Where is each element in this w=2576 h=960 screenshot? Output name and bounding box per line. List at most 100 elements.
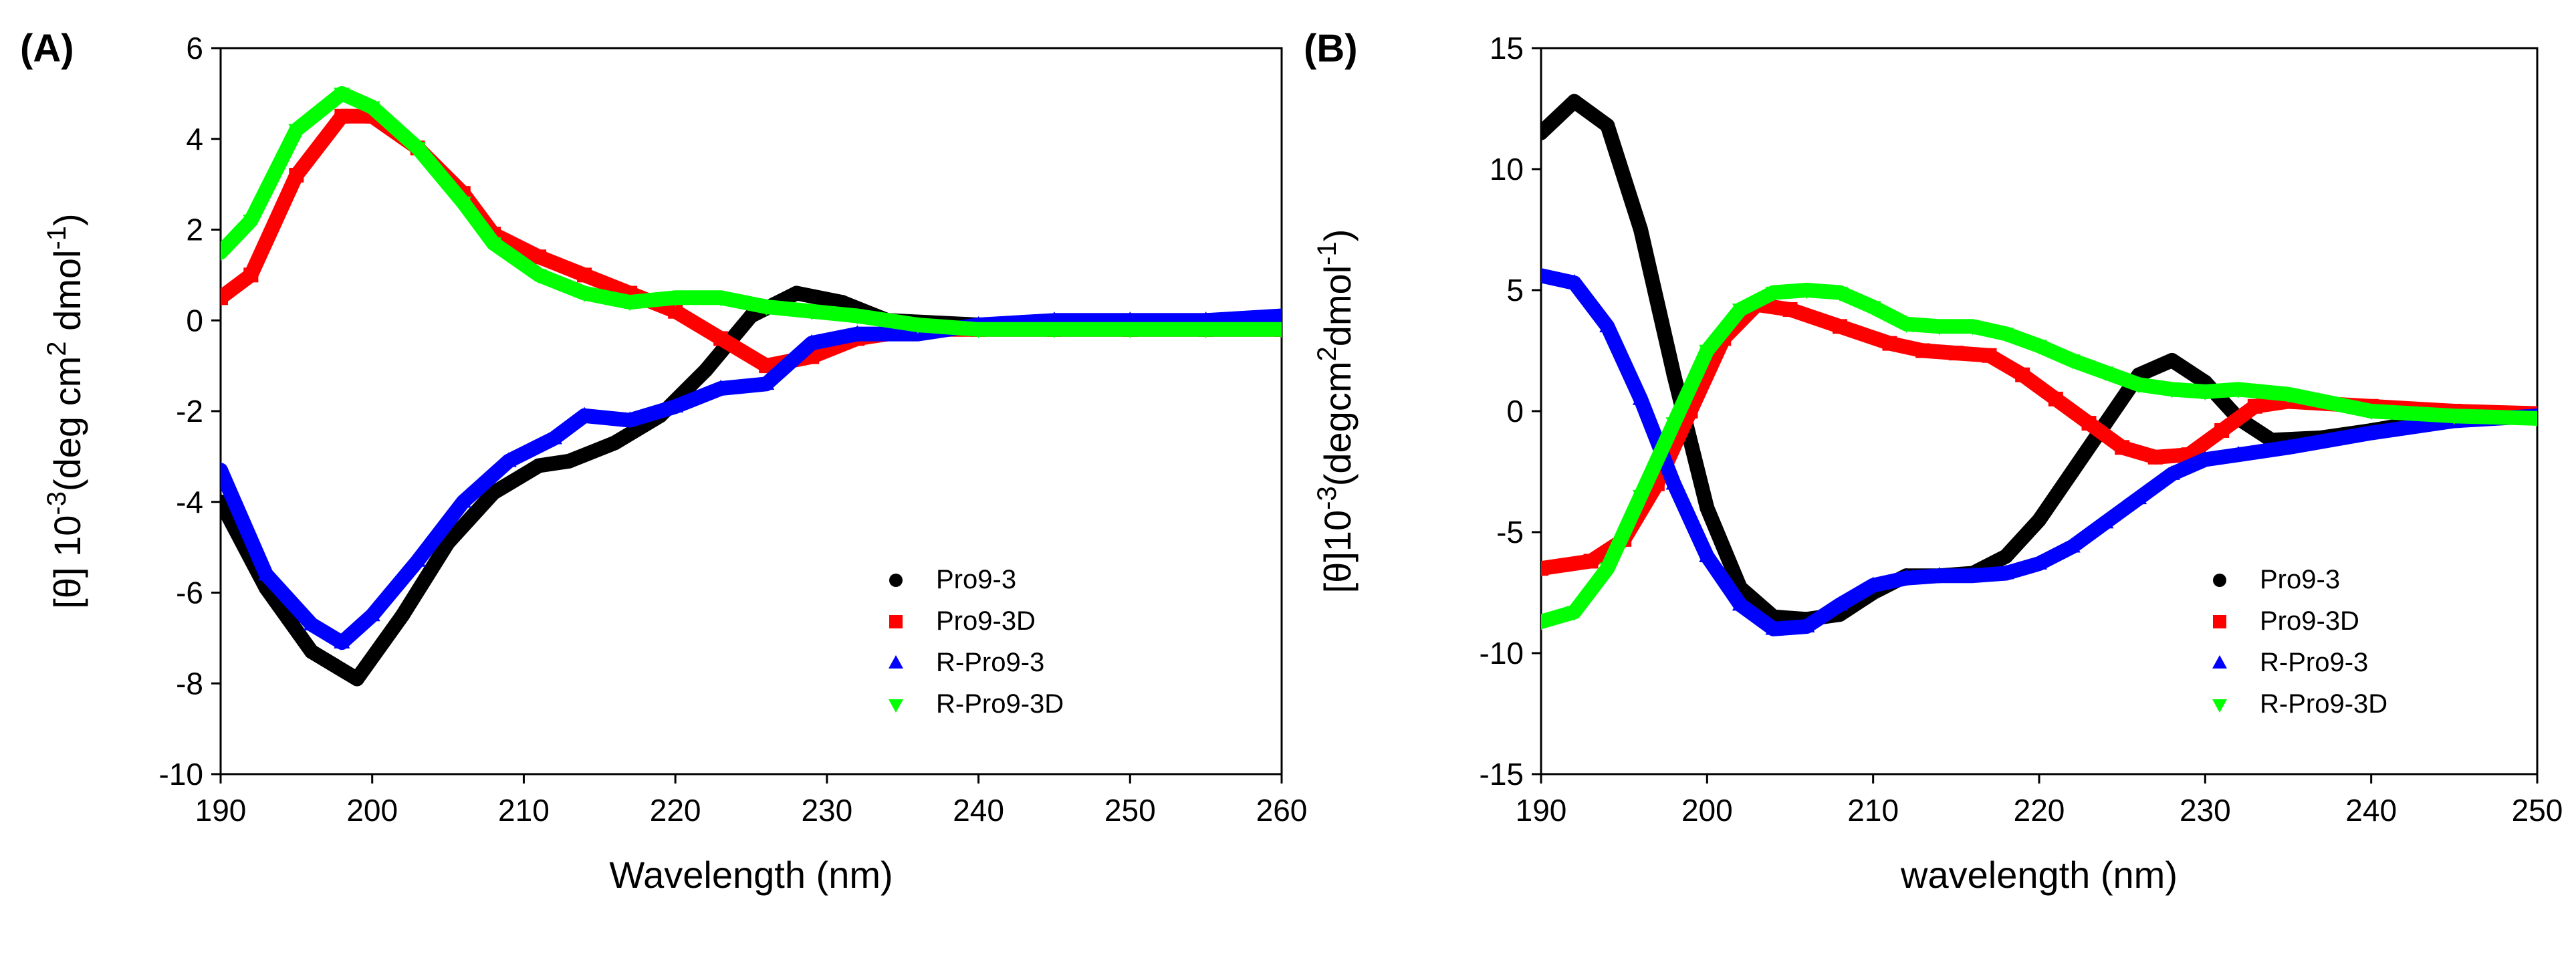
data-point bbox=[667, 398, 684, 413]
data-point bbox=[2065, 464, 2080, 479]
data-point bbox=[288, 124, 305, 139]
data-point bbox=[607, 435, 622, 451]
data-point bbox=[1632, 390, 1649, 405]
data-point bbox=[1998, 564, 2014, 580]
legend-marker-pro9-3 bbox=[889, 574, 903, 587]
legend-label-r-pro9-3d: R-Pro9-3D bbox=[936, 689, 1064, 719]
series-line-pro9-3 bbox=[1541, 94, 2537, 627]
x-tick-label: 190 bbox=[195, 793, 247, 828]
data-point bbox=[2081, 416, 2097, 431]
series-r-pro9-3 bbox=[1541, 267, 2537, 636]
data-point bbox=[2030, 554, 2048, 570]
y-tick-label: 4 bbox=[186, 122, 203, 156]
data-point bbox=[1948, 346, 1964, 361]
data-point bbox=[713, 379, 729, 394]
legend-label-r-pro9-3d: R-Pro9-3D bbox=[2260, 689, 2387, 719]
data-point bbox=[713, 291, 729, 307]
y-axis-title: [θ]10-3(degcm2dmol-1) bbox=[1312, 229, 1359, 594]
y-axis-title: [θ] 10-3(deg cm2 dmol-1) bbox=[42, 213, 88, 608]
data-point bbox=[2115, 440, 2130, 455]
legend-marker-pro9-3d bbox=[2213, 615, 2226, 628]
data-point bbox=[1831, 596, 1849, 611]
data-point bbox=[1600, 118, 1615, 133]
data-point bbox=[1732, 304, 1749, 319]
data-point bbox=[2214, 423, 2230, 438]
x-tick-label: 260 bbox=[1256, 793, 1308, 828]
x-tick-label: 200 bbox=[1681, 793, 1733, 828]
data-point bbox=[577, 267, 592, 283]
data-point bbox=[1122, 324, 1139, 339]
x-tick-label: 210 bbox=[1847, 793, 1899, 828]
data-point bbox=[1898, 318, 1915, 333]
data-point bbox=[1583, 554, 1599, 569]
y-tick-label: -8 bbox=[176, 666, 203, 701]
data-point bbox=[532, 458, 547, 473]
series-pro9-3d bbox=[1541, 297, 2537, 576]
data-point bbox=[1273, 307, 1282, 322]
legend: Pro9-3 Pro9-3D R-Pro9-3 R-Pro9-3D bbox=[2212, 565, 2387, 719]
data-point bbox=[668, 304, 683, 319]
y-tick-label: -5 bbox=[1496, 515, 1524, 550]
legend-label-pro9-3: Pro9-3 bbox=[936, 565, 1016, 594]
y-tick-label: -10 bbox=[1480, 636, 1524, 671]
series-pro9-3 bbox=[1541, 94, 2537, 627]
data-point bbox=[1898, 569, 1915, 584]
data-point bbox=[1665, 475, 1682, 490]
data-point bbox=[221, 461, 229, 477]
data-point bbox=[486, 485, 501, 501]
data-point bbox=[1798, 284, 1815, 299]
data-point bbox=[1998, 328, 2014, 343]
data-point bbox=[2280, 439, 2297, 454]
data-point bbox=[334, 108, 350, 124]
data-point bbox=[2363, 424, 2379, 439]
legend: Pro9-3 Pro9-3D R-Pro9-3 R-Pro9-3D bbox=[889, 565, 1064, 719]
series-line-r-pro9-3d bbox=[1541, 283, 2537, 629]
data-point bbox=[2529, 412, 2537, 428]
legend-marker-pro9-3d bbox=[889, 615, 903, 628]
data-point bbox=[1931, 320, 1948, 336]
data-point bbox=[759, 358, 774, 374]
data-point bbox=[909, 319, 926, 334]
data-point bbox=[849, 325, 866, 340]
data-point bbox=[2363, 405, 2379, 421]
data-point bbox=[789, 285, 804, 301]
legend-label-r-pro9-3: R-Pro9-3 bbox=[936, 648, 1044, 677]
data-point bbox=[485, 237, 502, 253]
data-point bbox=[2163, 383, 2180, 398]
data-point bbox=[698, 362, 713, 378]
data-point bbox=[1665, 417, 1682, 433]
plot-frame bbox=[219, 47, 1283, 775]
x-tick-label: 240 bbox=[2345, 793, 2397, 828]
data-point bbox=[1633, 222, 1648, 237]
data-point bbox=[500, 452, 517, 467]
data-point bbox=[2032, 512, 2046, 527]
x-tick-label: 230 bbox=[801, 793, 852, 828]
x-tick-label: 240 bbox=[953, 793, 1004, 828]
legend-marker-r-pro9-3d bbox=[889, 699, 903, 713]
x-tick-label: 220 bbox=[2014, 793, 2065, 828]
data-point bbox=[1273, 324, 1282, 339]
data-point bbox=[743, 308, 759, 324]
data-point bbox=[409, 142, 426, 157]
data-point bbox=[1865, 301, 1881, 316]
data-point bbox=[1046, 324, 1063, 339]
data-point bbox=[622, 411, 638, 427]
data-point bbox=[257, 566, 275, 581]
y-tick-label: 2 bbox=[186, 213, 203, 247]
data-point bbox=[1998, 549, 2014, 564]
series-pro9-3 bbox=[221, 285, 1282, 687]
x-axis-title: wavelength (nm) bbox=[1900, 854, 2178, 896]
series-line-r-pro9-3 bbox=[1541, 268, 2537, 636]
panel-a: 190 200 210 220 230 240 250 260 -10 -8 -6 -4 -2 0 2 4 6 (… bbox=[20, 27, 1307, 896]
data-point bbox=[758, 375, 775, 390]
data-point bbox=[2130, 378, 2147, 394]
data-point bbox=[667, 291, 684, 307]
data-point bbox=[2230, 445, 2247, 461]
data-point bbox=[804, 334, 820, 349]
data-point bbox=[221, 290, 228, 306]
data-point bbox=[1541, 267, 1550, 282]
data-point bbox=[531, 269, 548, 284]
y-tick-label: 6 bbox=[186, 31, 203, 66]
legend-label-r-pro9-3: R-Pro9-3 bbox=[2260, 648, 2368, 677]
y-tick-label: 0 bbox=[186, 303, 203, 338]
